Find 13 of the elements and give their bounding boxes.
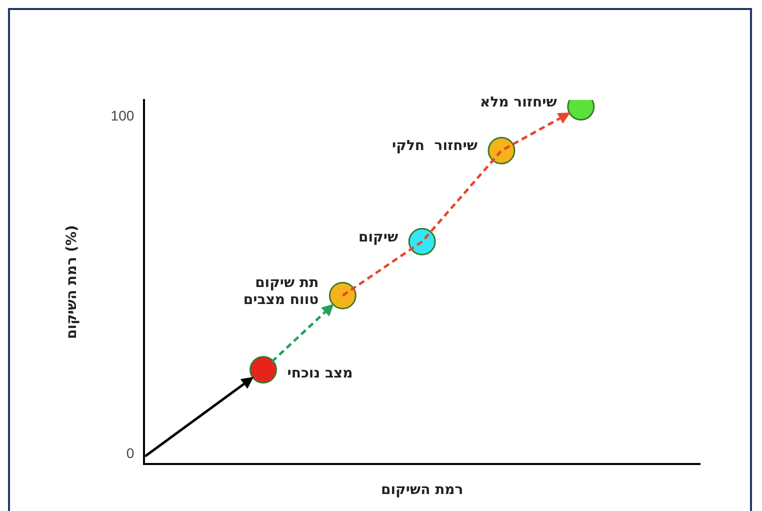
data-label: שיחזור מלא	[480, 94, 558, 110]
data-label: מצב נוכחי	[287, 365, 353, 382]
data-label: תת שיקום טווח מצבים	[243, 275, 319, 308]
x-axis-title: רמת השיקום	[380, 482, 464, 498]
y-tick-label: 100	[110, 108, 134, 124]
point	[408, 228, 436, 256]
point	[488, 136, 516, 164]
point	[328, 282, 356, 310]
data-label: שיחזור חלקי	[392, 138, 478, 154]
data-label: שיקום	[358, 229, 398, 246]
y-tick-label: 0	[126, 444, 134, 461]
y-axis-title: רמת השיקום (%)	[64, 225, 80, 340]
point	[250, 356, 278, 384]
